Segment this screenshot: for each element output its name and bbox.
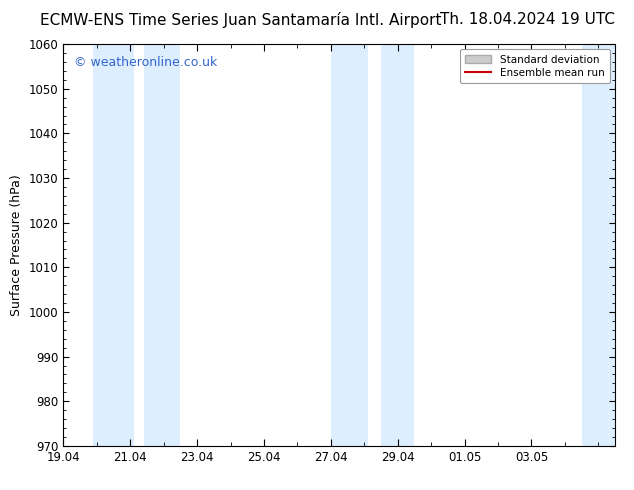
- Bar: [381, 44, 415, 446]
- Bar: [331, 44, 368, 446]
- Y-axis label: Surface Pressure (hPa): Surface Pressure (hPa): [10, 174, 23, 316]
- Bar: [581, 44, 631, 446]
- Legend: Standard deviation, Ensemble mean run: Standard deviation, Ensemble mean run: [460, 49, 610, 83]
- Text: ECMW-ENS Time Series Juan Santamaría Intl. Airport: ECMW-ENS Time Series Juan Santamaría Int…: [40, 12, 442, 28]
- Text: © weatheronline.co.uk: © weatheronline.co.uk: [74, 56, 217, 69]
- Bar: [93, 44, 134, 446]
- Text: Th. 18.04.2024 19 UTC: Th. 18.04.2024 19 UTC: [440, 12, 615, 27]
- Bar: [144, 44, 181, 446]
